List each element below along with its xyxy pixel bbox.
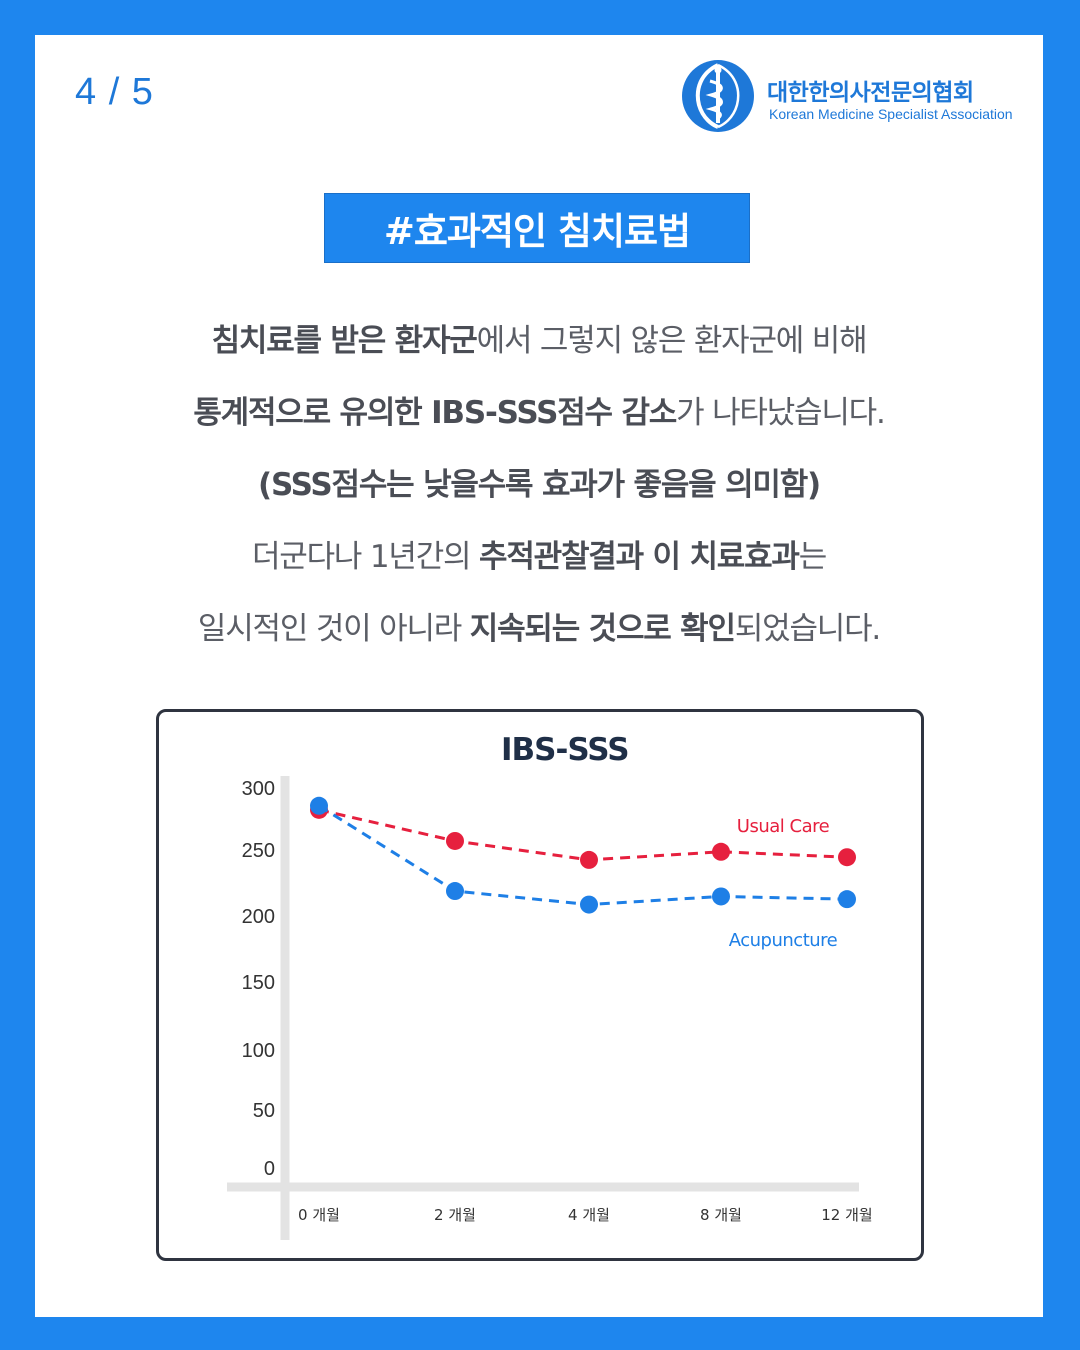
y-tick-label: 200 xyxy=(242,906,275,928)
data-point xyxy=(580,895,598,914)
title-badge: #효과적인 침치료법 xyxy=(324,193,750,263)
data-point xyxy=(838,890,856,909)
page-indicator: 4 / 5 xyxy=(75,71,154,113)
y-tick-label: 0 xyxy=(264,1158,275,1180)
x-tick-label: 2 개월 xyxy=(434,1206,476,1224)
x-tick-label: 12 개월 xyxy=(821,1206,872,1224)
y-tick-label: 300 xyxy=(242,778,275,800)
body-line: 통계적으로 유의한 IBS-SSS점수 감소가 나타났습니다. xyxy=(193,395,886,431)
body-line: 더군다나 1년간의 추적관찰결과 이 치료효과는 xyxy=(251,539,827,575)
y-tick-label: 150 xyxy=(242,972,275,994)
association-logo: 대한한의사전문의협회 Korean Medicine Specialist As… xyxy=(681,59,1021,135)
x-tick-label: 4 개월 xyxy=(568,1206,610,1224)
y-tick-label: 250 xyxy=(242,840,275,862)
data-point xyxy=(838,848,856,867)
association-name-ko: 대한한의사전문의협회 xyxy=(767,80,974,106)
ibs-sss-line-chart: 300 250 200 150 100 50 0 0 개월 2 개월 4 개월 8 개월 12 개월 U… xyxy=(227,776,873,1240)
x-tick-label: 8 개월 xyxy=(700,1206,742,1224)
content-card: 4 / 5 대한한의사전문의협회 Korean Medicine Special… xyxy=(35,35,1043,1317)
body-line: (SSS점수는 낮을수록 효과가 좋음을 의미함) xyxy=(257,467,821,503)
series-label: Usual Care xyxy=(737,816,830,837)
data-point xyxy=(446,831,464,850)
y-tick-label: 50 xyxy=(253,1100,275,1122)
page-title: #효과적인 침치료법 xyxy=(383,210,691,253)
data-point xyxy=(712,842,730,861)
chart-title: IBS-SSS xyxy=(501,732,630,768)
series-label: Acupuncture xyxy=(729,930,838,951)
body-line: 침치료를 받은 환자군에서 그렇지 않은 환자군에 비해 xyxy=(211,323,868,359)
chart-panel: IBS-SSS 300 250 200 150 100 50 0 0 개월 2 개월 4 개월 8 … xyxy=(156,709,924,1261)
body-line: 일시적인 것이 아니라 지속되는 것으로 확인되었습니다. xyxy=(197,611,881,647)
data-point xyxy=(446,882,464,901)
data-point xyxy=(712,887,730,906)
data-point xyxy=(580,850,598,869)
data-point xyxy=(310,796,328,815)
body-text: 침치료를 받은 환자군에서 그렇지 않은 환자군에 비해 통계적으로 유의한 I… xyxy=(35,305,1043,665)
y-tick-label: 100 xyxy=(242,1040,275,1062)
caduceus-emblem-icon xyxy=(682,60,754,132)
x-tick-label: 0 개월 xyxy=(298,1206,340,1224)
association-name-en: Korean Medicine Specialist Association xyxy=(769,106,1013,122)
